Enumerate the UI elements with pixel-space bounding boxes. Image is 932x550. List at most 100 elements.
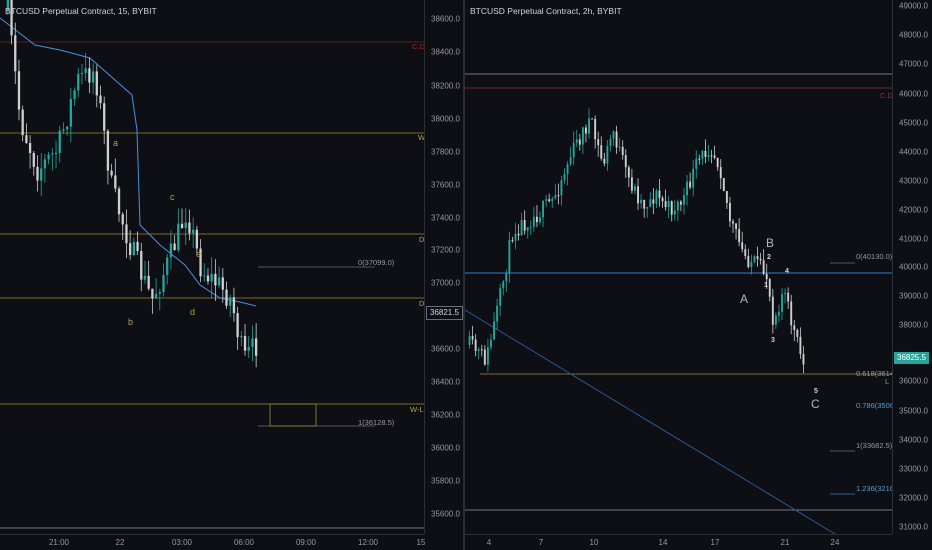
candle-2h xyxy=(523,220,526,231)
candle-2h xyxy=(732,221,734,224)
candle-2h xyxy=(692,168,695,188)
price-tick: 38000.0 xyxy=(431,114,460,124)
candle-15m xyxy=(240,336,243,338)
fib-label: 0(40130.0) xyxy=(856,252,893,261)
time-tick: 15 xyxy=(416,538,426,547)
candle-2h xyxy=(713,155,716,158)
candle-15m xyxy=(128,243,132,256)
price-axis[interactable]: 49000.0 48000.0 47000.0 46000.0 45000.0 … xyxy=(892,0,932,534)
candle-2h xyxy=(517,233,520,236)
candle-2h xyxy=(496,305,499,322)
fib-label: 1(36128.5) xyxy=(358,418,395,427)
candle-2h xyxy=(655,190,658,204)
candle-15m xyxy=(180,223,184,229)
candle-2h xyxy=(738,228,741,243)
price-axis[interactable]: 38600.0 38400.0 38200.0 38000.0 37800.0 … xyxy=(424,0,464,534)
candle-2h xyxy=(787,292,790,302)
price-tick: 37400.0 xyxy=(431,213,460,223)
time-tick: 21:00 xyxy=(48,538,70,547)
candle-15m xyxy=(54,152,58,154)
price-tick: 47000.0 xyxy=(899,59,928,69)
wave-label-b: b xyxy=(128,317,134,327)
moving-average-line xyxy=(0,17,257,307)
price-plot-2h[interactable] xyxy=(465,0,892,534)
time-tick: 21 xyxy=(780,538,790,547)
price-tick: 38200.0 xyxy=(431,81,460,91)
candle-2h xyxy=(471,336,474,340)
price-tick: 45000.0 xyxy=(899,118,928,128)
candle-2h xyxy=(505,273,508,282)
candle-15m xyxy=(254,338,258,356)
candle-2h xyxy=(545,199,548,201)
candle-2h xyxy=(784,292,787,295)
candle-2h xyxy=(741,242,744,250)
candle-2h xyxy=(759,258,762,261)
candle-2h xyxy=(609,138,612,146)
candle-15m xyxy=(158,292,161,294)
candle-2h xyxy=(640,199,643,204)
candle-2h xyxy=(477,349,480,351)
candle-2h xyxy=(673,210,676,215)
candle-2h xyxy=(508,240,511,274)
chart-pane-15m[interactable]: BTCUSD Perpetual Contract, 15, BYBIT a b… xyxy=(0,0,464,550)
time-tick: 14 xyxy=(658,538,668,547)
price-tick: 41000.0 xyxy=(899,234,928,244)
price-tick: 35000.0 xyxy=(899,406,928,416)
fib-label: 0.618(36145.9) xyxy=(856,369,907,378)
chart-pane-2h[interactable]: BTCUSD Perpetual Contract, 2h, BYBIT A B… xyxy=(465,0,932,550)
target-zone-box xyxy=(269,403,317,427)
price-tick: 49000.0 xyxy=(899,1,928,11)
candle-2h xyxy=(612,131,615,139)
candle-2h xyxy=(480,349,483,351)
candle-2h xyxy=(658,190,661,198)
time-tick: 09:00 xyxy=(295,538,317,547)
price-tick: 42000.0 xyxy=(899,205,928,215)
candle-15m xyxy=(195,229,199,249)
price-plot-15m[interactable] xyxy=(0,0,424,534)
candle-2h xyxy=(621,146,624,156)
candle-2h xyxy=(725,191,728,203)
candle-2h xyxy=(676,201,679,211)
time-tick: 7 xyxy=(538,538,544,547)
candle-2h xyxy=(578,139,581,145)
candle-2h xyxy=(468,336,471,345)
level-tag: W xyxy=(418,133,426,142)
candle-2h xyxy=(539,217,541,223)
price-tick: 36000.0 xyxy=(431,443,460,453)
candle-2h xyxy=(747,255,750,268)
candle-2h xyxy=(701,150,704,159)
candle-15m xyxy=(217,277,221,286)
candle-2h xyxy=(765,273,768,280)
candle-15m xyxy=(62,129,65,131)
time-tick: 06:00 xyxy=(233,538,255,547)
candle-2h xyxy=(511,240,514,242)
candle-2h xyxy=(683,195,685,205)
time-axis[interactable]: 21:00 22 03:00 06:00 09:00 12:00 15 xyxy=(0,534,426,550)
time-axis[interactable]: 4 7 10 14 17 21 24 xyxy=(465,534,892,550)
candle-2h xyxy=(581,127,584,145)
pane-divider[interactable] xyxy=(463,0,465,550)
candle-2h xyxy=(781,294,783,312)
candle-15m xyxy=(17,71,21,110)
candle-2h xyxy=(802,354,805,365)
candle-2h xyxy=(569,157,572,165)
candle-2h xyxy=(560,180,563,196)
wave-number-3: 3 xyxy=(771,337,775,344)
candle-15m xyxy=(225,289,228,306)
candle-2h xyxy=(535,216,538,223)
candle-2h xyxy=(762,260,765,274)
candle-15m xyxy=(188,222,191,234)
candle-2h xyxy=(591,118,594,120)
wave-label-A: A xyxy=(740,292,749,306)
candle-15m xyxy=(147,275,150,289)
time-tick: 17 xyxy=(710,538,720,547)
level-tag: D xyxy=(419,299,425,308)
candle-2h xyxy=(499,288,502,306)
candle-15m xyxy=(65,126,69,130)
price-tick: 44000.0 xyxy=(899,147,928,157)
candle-15m xyxy=(132,241,136,256)
wave-number-5: 5 xyxy=(814,388,818,395)
candle-15m xyxy=(21,109,24,136)
candle-15m xyxy=(151,288,154,299)
price-tick: 46000.0 xyxy=(899,89,928,99)
